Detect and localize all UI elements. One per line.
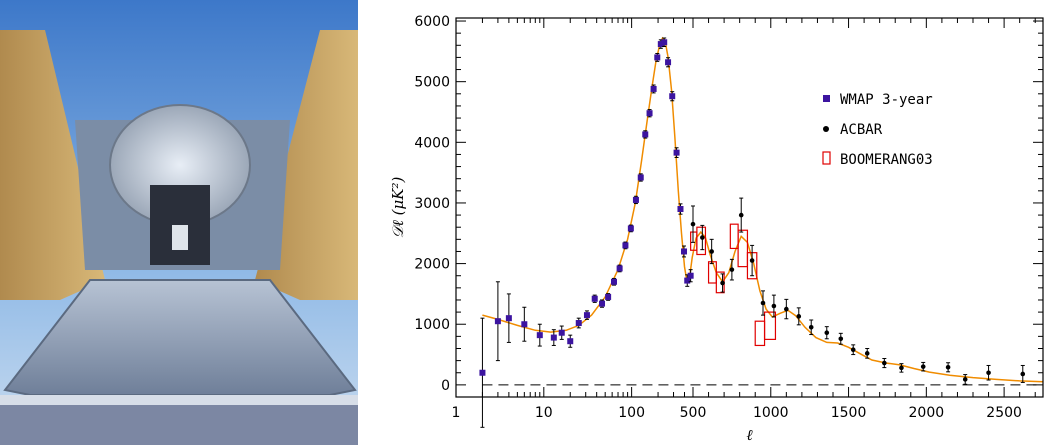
x-tick-label-5: 1500 <box>831 405 867 421</box>
wmap-point-2 <box>505 293 512 343</box>
acbar-point-18 <box>920 361 926 372</box>
wmap-point-5 <box>550 329 557 346</box>
acbar-point-8 <box>771 294 777 318</box>
acbar-point-1 <box>700 224 705 251</box>
acbar-point-17 <box>899 363 904 373</box>
acbar-point-11 <box>808 319 814 336</box>
acbar-point-0 <box>690 205 696 243</box>
wmap-point-7 <box>567 334 574 348</box>
theory-curve <box>482 36 1044 383</box>
legend-marker-box <box>822 151 831 165</box>
acbar-point-7 <box>760 290 766 316</box>
legend-marker-dot <box>823 126 829 132</box>
power-spectrum-chart: 0 1000 2000 3000 4000 5000 6000 1 10 100 500 1000 15… <box>389 14 1044 444</box>
theory-curve-layer <box>482 36 1044 383</box>
x-tick-label-4: 1000 <box>753 405 789 421</box>
acbar-point-20 <box>962 374 968 385</box>
wmap-point-15 <box>622 241 629 250</box>
acbar-point-9 <box>784 298 789 320</box>
data-points-layer <box>479 37 1026 428</box>
wmap-point-21 <box>650 84 657 94</box>
acbar-point-3 <box>720 273 725 293</box>
wmap-point-11 <box>599 299 606 308</box>
y-tick-label-2: 2000 <box>414 257 450 273</box>
left-shield <box>0 30 105 300</box>
acbar-point-19 <box>945 362 951 373</box>
legend-item-2: BOOMERANG03 <box>822 151 933 168</box>
wmap-point-19 <box>642 130 649 139</box>
y-tick-label-6: 6000 <box>414 14 450 30</box>
wmap-point-29 <box>681 245 688 258</box>
wmap-point-0 <box>479 317 486 428</box>
wmap-point-10 <box>591 294 598 303</box>
y-tick-label-5: 5000 <box>414 75 450 91</box>
acbar-point-14 <box>850 344 856 356</box>
y-axis-label: 𝒟ℓ (μK²) <box>389 177 407 239</box>
wmap-point-17 <box>632 195 639 205</box>
y-tick-label-3: 3000 <box>414 196 450 212</box>
legend-item-1: ACBAR <box>823 122 883 138</box>
boomerang-box-5 <box>737 229 749 268</box>
wmap-point-28 <box>677 203 684 215</box>
boomerang-box-8 <box>763 311 777 340</box>
x-tick-label-3: 500 <box>680 405 707 421</box>
x-tick-label-1: 10 <box>535 405 553 421</box>
axes-layer: 0 1000 2000 3000 4000 5000 6000 1 10 100 500 1000 15… <box>414 14 1044 421</box>
acbar-point-2 <box>709 238 714 265</box>
wmap-point-3 <box>521 306 528 342</box>
legend-item-0: WMAP 3-year <box>823 92 933 108</box>
boomerang-box-1 <box>696 226 707 256</box>
x-tick-label-7: 2500 <box>986 405 1022 421</box>
receiver-box <box>172 225 188 250</box>
wmap-point-24 <box>661 37 668 48</box>
wmap-point-26 <box>669 91 676 102</box>
telescope-photo <box>0 0 358 445</box>
wmap-point-8 <box>575 317 582 329</box>
wmap-point-6 <box>558 325 565 340</box>
acbar-point-13 <box>838 332 844 345</box>
acbar-point-6 <box>749 244 755 277</box>
acbar-point-16 <box>882 357 887 369</box>
wmap-point-16 <box>627 224 634 233</box>
wmap-point-31 <box>687 269 694 283</box>
legend-label-0: WMAP 3-year <box>840 92 933 108</box>
legend-label-2: BOOMERANG03 <box>840 152 933 168</box>
y-tick-label-4: 4000 <box>414 135 450 151</box>
boomerang-boxes-layer <box>690 223 777 347</box>
wmap-point-27 <box>673 147 680 158</box>
x-tick-label-2: 100 <box>618 405 645 421</box>
acbar-point-5 <box>738 197 744 233</box>
plot-frame <box>455 17 1044 398</box>
acbar-point-4 <box>729 258 735 281</box>
wmap-point-18 <box>637 173 644 182</box>
acbar-point-12 <box>824 326 830 340</box>
wmap-point-22 <box>654 52 661 62</box>
acbar-point-15 <box>864 347 870 359</box>
wmap-point-13 <box>611 277 618 286</box>
x-axis-label: ℓ <box>746 426 752 444</box>
legend-marker-square <box>823 95 830 102</box>
wmap-point-12 <box>605 293 612 301</box>
y-tick-label-1: 1000 <box>414 317 450 333</box>
x-tick-label-6: 2000 <box>909 405 945 421</box>
wmap-point-4 <box>536 323 543 347</box>
x-tick-label-0: 1 <box>452 405 461 421</box>
legend-label-1: ACBAR <box>840 122 883 138</box>
wmap-point-20 <box>646 109 653 118</box>
wmap-point-14 <box>616 264 623 273</box>
acbar-point-10 <box>796 307 802 326</box>
acbar-point-21 <box>986 364 991 381</box>
wmap-point-25 <box>665 57 672 68</box>
wmap-point-1 <box>494 281 501 362</box>
snow-shadow <box>0 405 358 445</box>
wmap-point-9 <box>583 310 590 320</box>
acbar-point-22 <box>1020 364 1026 383</box>
legend-layer: WMAP 3-year ACBAR BOOMERANG03 <box>822 92 933 168</box>
boomerang-box-2 <box>707 261 717 284</box>
boomerang-box-7 <box>754 320 766 347</box>
y-tick-label-0: 0 <box>441 378 450 394</box>
